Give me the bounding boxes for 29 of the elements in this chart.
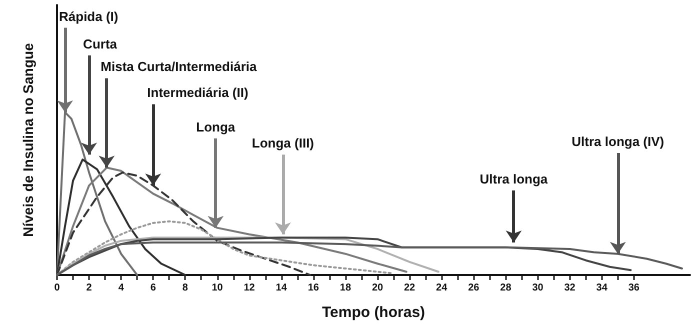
x-tick-label: 22 <box>404 282 416 294</box>
x-tick-label: 20 <box>372 282 384 294</box>
annotation: Curta <box>83 36 118 52</box>
x-tick-label: 12 <box>244 282 256 294</box>
x-axis-title: Tempo (horas) <box>322 304 426 321</box>
x-tick-label: 10 <box>212 282 224 294</box>
x-tick-label: 16 <box>308 282 320 294</box>
x-tick-label: 30 <box>532 282 544 294</box>
x-tick-label: 8 <box>182 282 188 294</box>
annotation: Ultra longa <box>480 171 548 186</box>
annotation: Longa (III) <box>252 136 314 151</box>
annotation: Mista Curta/Intermediária <box>100 59 258 74</box>
x-tick-label: 28 <box>500 282 512 294</box>
x-tick-label: 2 <box>86 282 92 294</box>
x-tick-label: 4 <box>118 282 124 294</box>
annotation: Intermediária (II) <box>147 85 248 100</box>
x-tick-label: 32 <box>564 282 576 294</box>
x-tick-label: 14 <box>276 282 288 294</box>
annotation: Ultra longa (IV) <box>572 134 664 150</box>
x-tick-label: 6 <box>150 282 156 294</box>
x-tick-label: 18 <box>340 282 352 294</box>
annotation: Rápida (I) <box>59 8 118 24</box>
x-tick-label: 36 <box>628 282 640 294</box>
x-tick-label: 0 <box>54 282 60 294</box>
x-tick-label: 34 <box>596 282 608 294</box>
x-tick-label: 24 <box>436 282 448 294</box>
y-axis-title: Níveis de Insulina no Sangue <box>20 42 36 237</box>
annotation: Longa <box>196 119 236 134</box>
x-tick-label: 26 <box>468 282 480 294</box>
